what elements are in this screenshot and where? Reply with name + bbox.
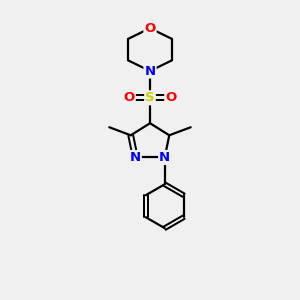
Text: N: N: [144, 64, 156, 77]
Text: O: O: [124, 91, 135, 104]
Text: O: O: [144, 22, 156, 35]
Text: N: N: [130, 151, 141, 164]
Text: S: S: [145, 91, 155, 104]
Text: O: O: [165, 91, 176, 104]
Text: N: N: [159, 151, 170, 164]
